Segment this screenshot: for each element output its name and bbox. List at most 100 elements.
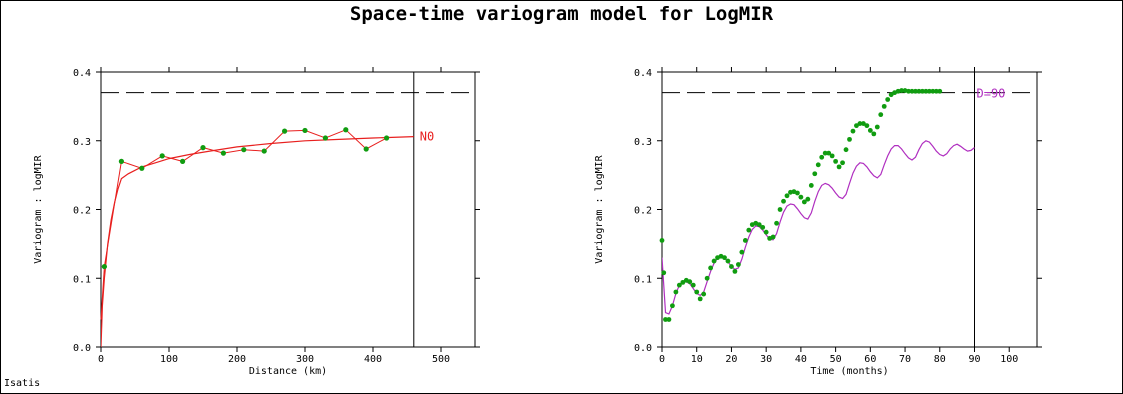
chart-1: 0.0 0.1 0.2 0.3 0.4 0 100 200 300 400 500 Distance … xyxy=(33,67,480,377)
data-point xyxy=(302,127,308,134)
data-point xyxy=(739,249,745,255)
data-point xyxy=(663,317,668,322)
data-point xyxy=(781,198,786,204)
x-tick-label: 60 xyxy=(864,354,876,365)
data-point xyxy=(860,121,866,126)
y-tick-label: 0.0 xyxy=(634,343,652,354)
plot-frame xyxy=(100,71,476,348)
data-point xyxy=(742,238,748,243)
x-tick-label: 50 xyxy=(830,354,842,365)
footer-label: Isatis xyxy=(4,378,41,389)
data-point xyxy=(801,199,807,205)
data-point xyxy=(795,190,800,196)
data-point xyxy=(687,279,693,285)
x-tick-label: 80 xyxy=(934,354,946,365)
data-point xyxy=(661,270,667,276)
x-tick-label: 0 xyxy=(659,354,665,365)
data-point xyxy=(819,154,825,160)
data-point xyxy=(871,131,877,137)
x-tick-label: 500 xyxy=(432,354,450,365)
data-point xyxy=(711,258,717,264)
x-tick-label: 0 xyxy=(98,354,104,365)
data-point xyxy=(826,150,832,156)
data-point xyxy=(101,263,107,270)
y-tick-label: 0.4 xyxy=(634,68,652,79)
x-tick-label: 70 xyxy=(899,354,911,365)
chart-2: 0.0 0.1 0.2 0.3 0.4 0 10 20 30 40 50 60 70 80 90 100 Tim… xyxy=(594,67,1042,377)
data-point xyxy=(670,303,675,309)
data-point xyxy=(697,296,703,302)
data-point xyxy=(139,165,145,171)
data-point xyxy=(913,88,918,94)
data-point xyxy=(704,275,710,281)
y-tick-label: 0.1 xyxy=(634,274,652,285)
experimental-line xyxy=(100,129,387,320)
data-point xyxy=(701,291,707,297)
data-point xyxy=(881,103,887,109)
x-tick-label: 100 xyxy=(1000,354,1018,365)
data-point xyxy=(363,146,369,152)
data-point xyxy=(735,262,741,267)
data-point xyxy=(676,282,682,288)
data-point xyxy=(746,227,752,233)
data-point xyxy=(840,160,845,166)
data-point xyxy=(854,123,859,129)
data-point xyxy=(666,317,672,322)
page-title: Space-time variogram model for LogMIR xyxy=(349,3,774,25)
x-tick-label: 200 xyxy=(228,354,246,365)
data-point xyxy=(926,88,932,94)
data-point xyxy=(756,222,762,228)
y-axis-label: Variogram : logMIR xyxy=(33,154,44,263)
data-point xyxy=(909,88,915,94)
data-point xyxy=(770,234,776,240)
x-tick-label: 300 xyxy=(296,354,314,365)
x-tick-label: 400 xyxy=(364,354,382,365)
y-tick-label: 0.0 xyxy=(73,343,91,354)
y-tick-label: 0.1 xyxy=(73,274,91,285)
data-point xyxy=(659,238,665,243)
data-point xyxy=(867,128,873,133)
data-point xyxy=(384,135,390,141)
y-axis-label: Variogram : logMIR xyxy=(594,154,605,263)
data-point xyxy=(180,158,186,164)
data-point xyxy=(808,183,814,188)
data-point xyxy=(805,196,811,202)
data-point xyxy=(694,289,700,295)
data-point xyxy=(774,220,779,226)
data-point xyxy=(220,150,226,156)
data-point xyxy=(857,121,863,126)
data-point xyxy=(732,268,738,274)
data-point xyxy=(930,88,936,94)
y-tick-label: 0.2 xyxy=(634,206,652,217)
data-point xyxy=(159,153,165,159)
data-point xyxy=(200,145,206,151)
x-tick-label: 30 xyxy=(760,354,772,365)
data-point xyxy=(322,135,328,141)
x-tick-label: 100 xyxy=(160,354,178,365)
data-point xyxy=(885,97,891,102)
data-point xyxy=(725,258,731,264)
data-point xyxy=(118,158,124,164)
data-point xyxy=(888,92,894,98)
data-point xyxy=(920,88,925,94)
direction-label: D=90 xyxy=(977,87,1006,101)
x-tick-label: 20 xyxy=(725,354,737,365)
x-axis-label: Distance (km) xyxy=(249,366,327,377)
data-point xyxy=(829,153,835,159)
x-axis-label: Time (months) xyxy=(810,366,888,377)
data-point xyxy=(241,147,247,153)
data-point xyxy=(343,127,349,133)
data-point xyxy=(722,255,727,261)
data-point xyxy=(850,128,856,134)
data-point xyxy=(798,194,804,200)
plot-frame xyxy=(661,71,1038,348)
data-point xyxy=(878,112,884,118)
y-tick-label: 0.4 xyxy=(73,68,91,79)
data-point xyxy=(864,123,870,129)
y-tick-label: 0.3 xyxy=(634,137,652,148)
data-point xyxy=(708,265,714,271)
y-tick-label: 0.3 xyxy=(73,137,91,148)
y-tick-label: 0.2 xyxy=(73,206,91,217)
data-point xyxy=(784,193,790,199)
